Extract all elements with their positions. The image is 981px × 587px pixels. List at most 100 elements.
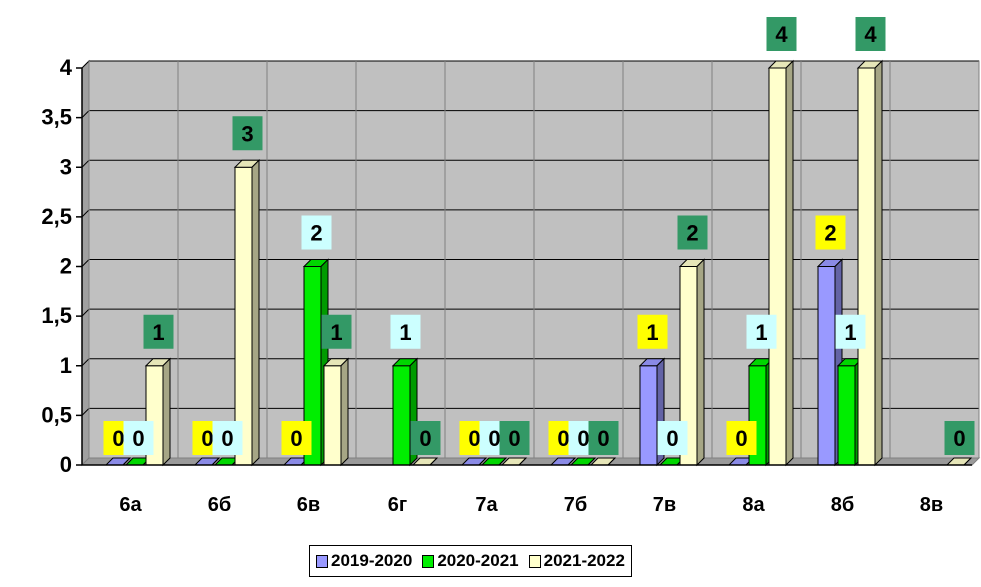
data-label-box	[835, 314, 866, 349]
data-label-text: 4	[864, 22, 877, 47]
legend-item-series-3: 2021-2022	[528, 551, 625, 571]
data-label: 0	[123, 421, 154, 455]
data-label-box	[410, 421, 441, 455]
y-tick-label: 4	[60, 55, 73, 80]
y-tick-label: 3,5	[41, 105, 72, 130]
data-label-box	[746, 314, 777, 349]
legend-item-series-1: 2019-2020	[316, 551, 412, 571]
bar-front	[323, 365, 342, 466]
bar-chart: 0 0,5 1 1,5 2 2,5 3 3,5 4 6а 6б 6в 6г 7а 7б 7в 8а 8б 8в 0…	[41, 17, 981, 516]
data-label: 4	[855, 17, 886, 51]
y-tick-label: 2	[60, 254, 72, 279]
data-label-box	[321, 314, 352, 349]
x-tick-label: 8в	[920, 494, 943, 516]
data-label-text: 1	[330, 320, 342, 345]
data-label-text: 1	[646, 320, 658, 345]
bar-side	[963, 457, 972, 466]
gridlines	[81, 60, 980, 458]
bar-side	[696, 258, 705, 467]
y-tick-label: 0,5	[41, 402, 72, 427]
legend-label-series-2: 2020-2021	[437, 551, 519, 570]
data-label-text: 3	[241, 121, 253, 146]
data-label: 0	[726, 421, 757, 455]
bar-side	[122, 457, 131, 466]
data-label-text: 0	[508, 426, 520, 451]
data-label-box	[815, 215, 846, 250]
data-label-box	[657, 421, 688, 455]
data-label-text: 2	[824, 221, 836, 246]
legend-label-series-1: 2019-2020	[331, 551, 413, 570]
data-label-box	[232, 116, 263, 151]
data-label-text: 0	[290, 426, 302, 451]
data-label-text: 1	[399, 320, 411, 345]
x-tick-label: 7а	[475, 494, 498, 516]
legend-swatch-series-2	[422, 554, 435, 568]
data-label: 0	[410, 421, 441, 455]
data-label-text: 0	[488, 426, 500, 451]
bar-side	[498, 457, 507, 466]
bar-front	[837, 365, 856, 466]
bar-side	[607, 457, 616, 466]
legend-swatch-series-3	[528, 554, 541, 568]
data-label-box	[281, 421, 312, 455]
data-label-text: 0	[597, 426, 609, 451]
bar-front	[234, 166, 253, 466]
data-label: 1	[390, 314, 421, 349]
bar-side	[340, 357, 349, 467]
bars	[104, 59, 973, 467]
data-label-text: 1	[844, 320, 856, 345]
data-label-box	[637, 314, 668, 349]
data-label-text: 0	[221, 426, 233, 451]
y-tick-label: 0	[60, 452, 72, 477]
bar-front	[857, 67, 876, 466]
data-label: 1	[143, 314, 174, 349]
y-tick-label: 1	[60, 353, 72, 378]
data-label-text: 1	[755, 320, 767, 345]
data-label-box	[390, 314, 421, 349]
bar-side	[211, 457, 220, 466]
bar-front	[768, 67, 787, 466]
data-label: 0	[281, 421, 312, 455]
bar	[767, 59, 795, 467]
legend-label-series-3: 2021-2022	[543, 551, 625, 570]
data-label-text: 2	[310, 221, 322, 246]
data-label: 1	[746, 314, 777, 349]
data-label: 0	[212, 421, 243, 455]
data-label: 0	[499, 421, 530, 455]
data-label-box	[726, 421, 757, 455]
data-label-text: 0	[666, 426, 678, 451]
data-label: 2	[677, 215, 708, 250]
bar	[302, 258, 330, 467]
y-tick-labels: 0 0,5 1 1,5 2 2,5 3 3,5 4	[41, 55, 72, 477]
bar	[856, 59, 884, 467]
data-label-text: 0	[132, 426, 144, 451]
bar-side	[162, 357, 171, 467]
data-label-box	[677, 215, 708, 250]
y-tick-label: 2,5	[41, 204, 72, 229]
data-label: 2	[815, 215, 846, 250]
bar-front	[639, 365, 658, 466]
data-label-text: 0	[419, 426, 431, 451]
bar	[322, 357, 350, 467]
data-label-text: 0	[468, 426, 480, 451]
x-tick-label: 6б	[208, 494, 231, 516]
legend: 2019-2020 2020-2021 2021-2022	[309, 545, 632, 577]
data-label-box	[588, 421, 619, 455]
y-tick-label: 1,5	[41, 303, 72, 328]
data-label-text: 4	[775, 22, 788, 47]
bar-front	[817, 266, 836, 466]
x-tick-label: 8б	[831, 494, 854, 516]
data-label: 3	[232, 116, 263, 151]
x-tick-label: 7в	[653, 494, 676, 516]
data-label-text: 0	[112, 426, 124, 451]
data-label: 0	[588, 421, 619, 455]
data-label-text: 0	[577, 426, 589, 451]
data-label-text: 1	[152, 320, 164, 345]
bar	[678, 258, 706, 467]
data-label-box	[301, 215, 332, 250]
bar	[549, 457, 577, 466]
data-label: 0	[944, 421, 975, 455]
legend-swatch-series-1	[316, 554, 328, 568]
y-tick-label: 3	[60, 154, 72, 179]
